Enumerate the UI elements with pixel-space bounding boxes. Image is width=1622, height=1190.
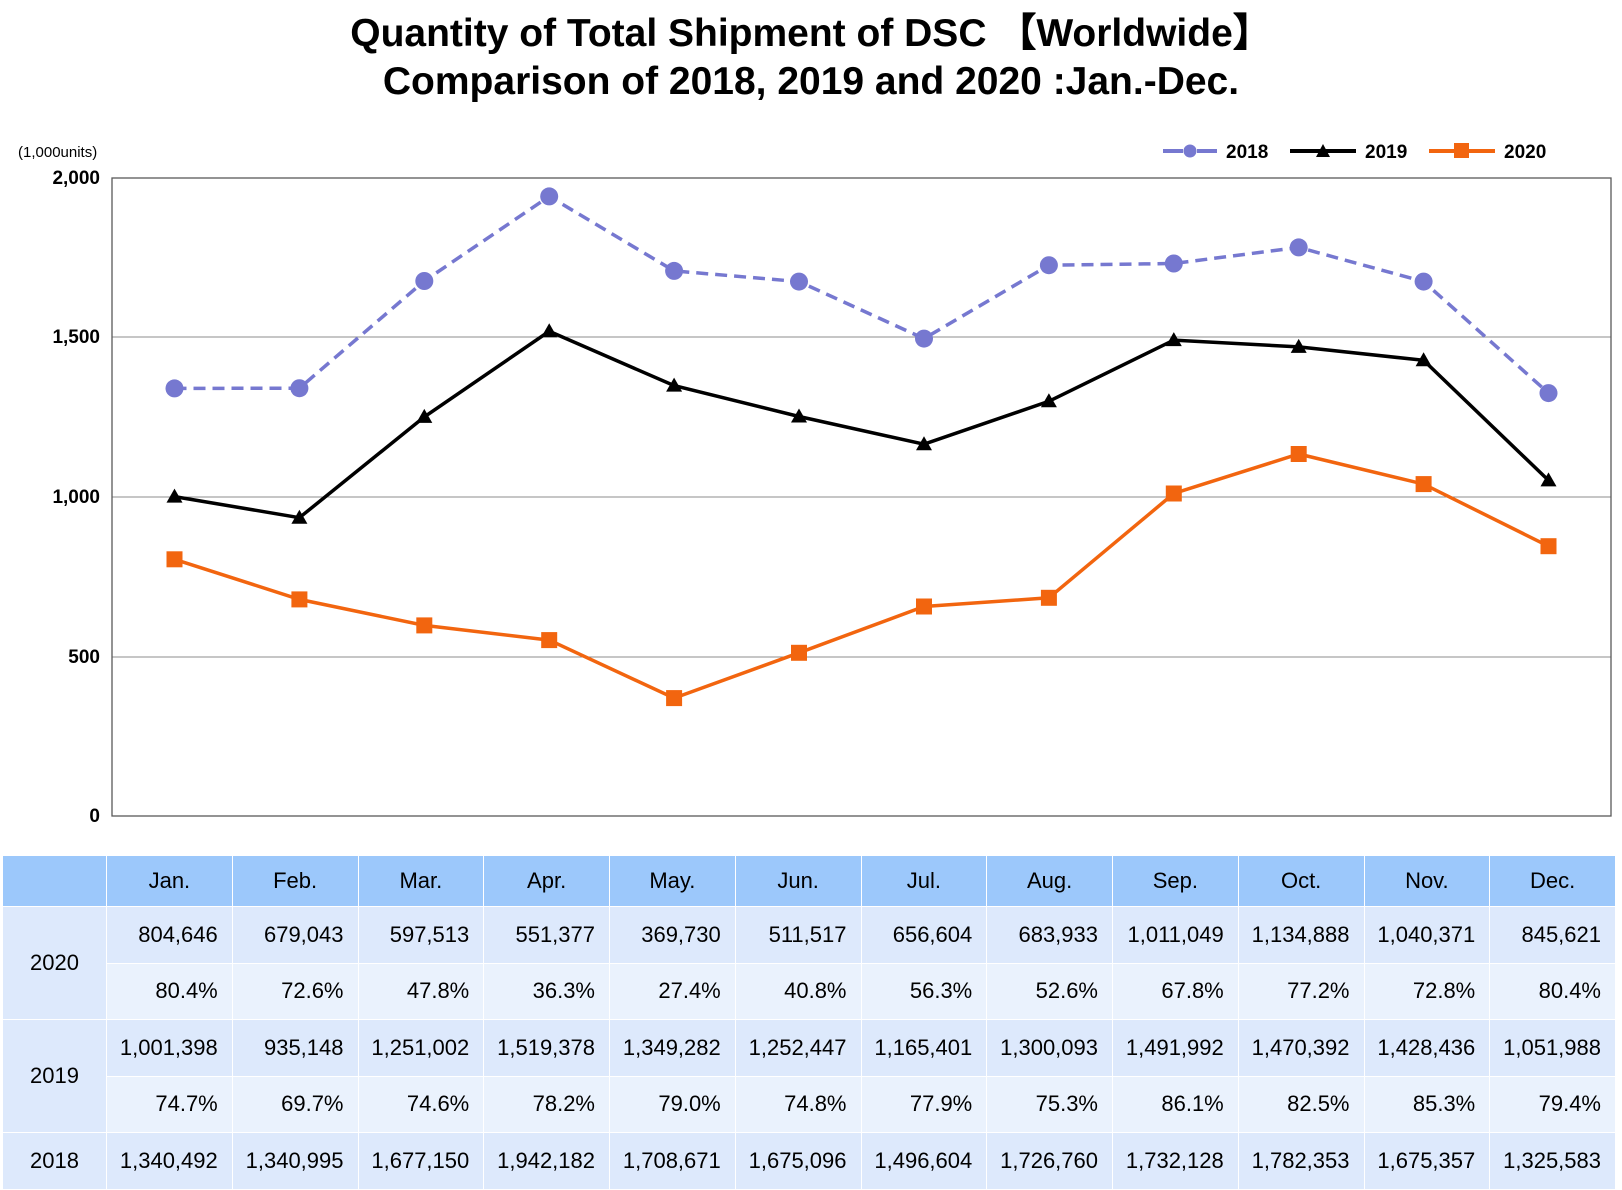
svg-text:1,500: 1,500 (52, 327, 100, 348)
svg-text:0: 0 (89, 806, 100, 827)
svg-text:2018: 2018 (1226, 142, 1268, 163)
svg-text:2019: 2019 (1365, 142, 1407, 163)
svg-text:500: 500 (68, 647, 100, 668)
svg-text:1,000: 1,000 (52, 487, 100, 508)
svg-text:2,000: 2,000 (52, 168, 100, 189)
svg-text:2020: 2020 (1504, 142, 1546, 163)
